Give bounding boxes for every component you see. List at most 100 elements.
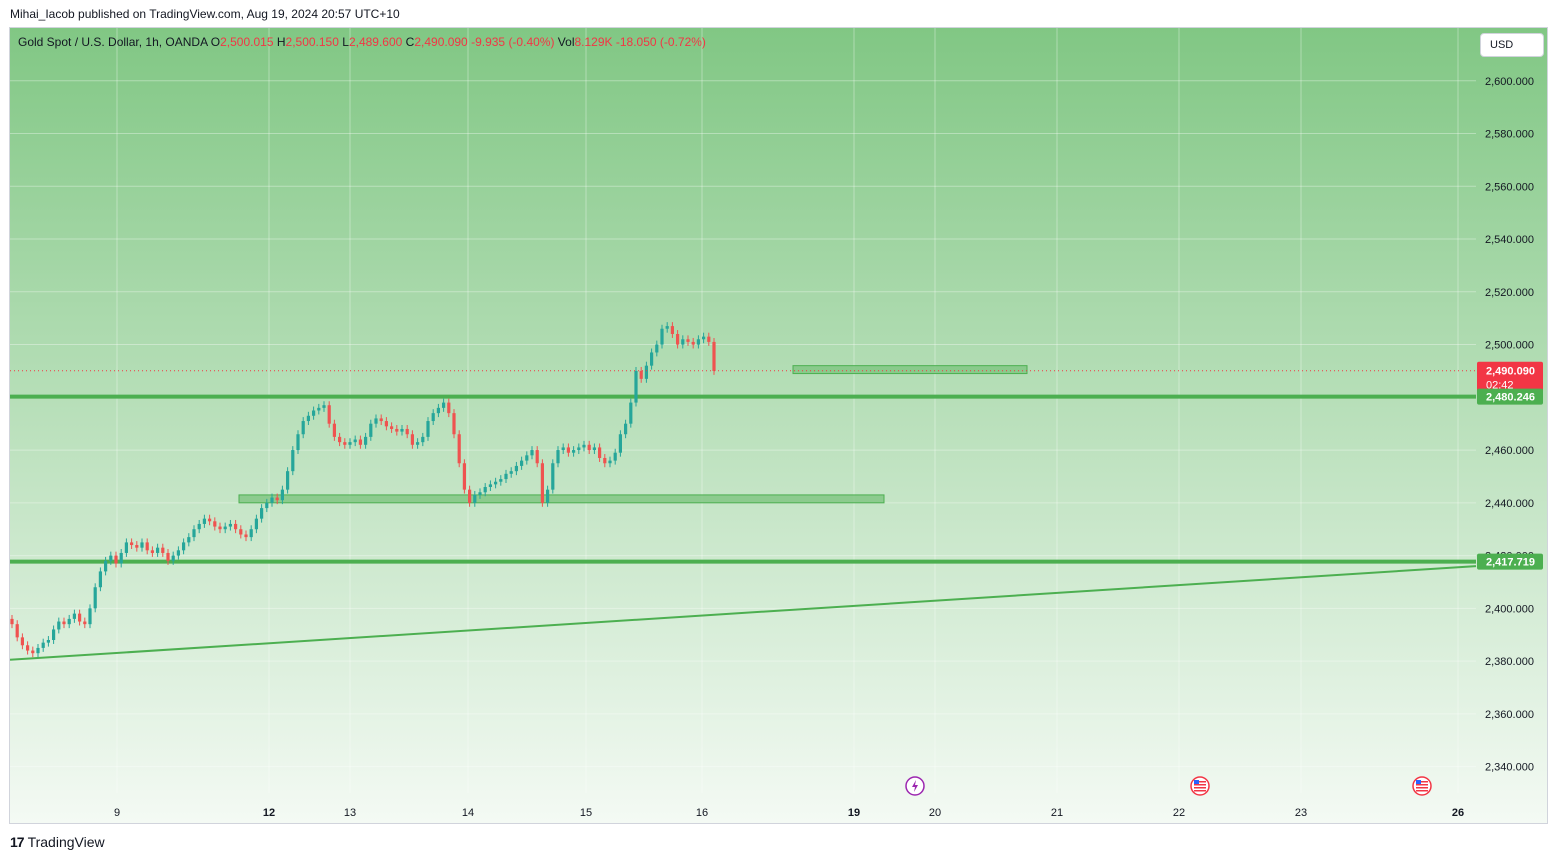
- candle-body: [130, 542, 134, 546]
- candle-body: [686, 339, 690, 342]
- vol-value: 8.129K: [574, 35, 613, 49]
- candle-body: [72, 613, 76, 619]
- candle-body: [317, 407, 321, 411]
- candle-body: [306, 415, 310, 422]
- horizontal-levels[interactable]: [10, 394, 1476, 564]
- us-flag-stripe: [1194, 787, 1206, 789]
- level-price-tag: [1477, 388, 1543, 405]
- candle-body: [712, 341, 716, 371]
- candle-body: [426, 421, 430, 437]
- candle-body: [374, 418, 378, 424]
- candle-body: [696, 339, 700, 345]
- candle-body: [296, 434, 300, 451]
- candle-body: [473, 494, 477, 503]
- candle-body: [405, 428, 409, 435]
- y-tick-label: 2,400.000: [1485, 603, 1534, 615]
- candle-body: [98, 571, 102, 588]
- candle-body: [135, 545, 139, 548]
- candle-body: [26, 645, 30, 651]
- x-tick-label: 26: [1452, 807, 1464, 819]
- candle-body: [291, 450, 295, 472]
- high-value: 2,500.150: [285, 35, 339, 49]
- y-tick-label: 2,580.000: [1485, 129, 1534, 141]
- candle-body: [124, 542, 128, 553]
- candle-body: [46, 640, 50, 643]
- candle-body: [104, 560, 108, 572]
- candle-body: [197, 523, 201, 530]
- candle-body: [171, 555, 175, 561]
- low-label: L: [342, 35, 349, 49]
- candle-body: [410, 434, 414, 445]
- y-tick-label: 2,380.000: [1485, 656, 1534, 668]
- candle-body: [119, 552, 123, 564]
- time-axis[interactable]: 9 12 13 14 15 16 19 20 21 22 23 26: [114, 807, 1464, 819]
- currency-button[interactable]: USD: [1480, 33, 1544, 57]
- us-flag-stripe: [1416, 790, 1428, 792]
- candle-body: [254, 518, 258, 530]
- candle-body: [629, 402, 633, 424]
- candle-body: [36, 647, 40, 654]
- last-price-tag: [1477, 361, 1543, 393]
- event-markers[interactable]: [905, 776, 1432, 796]
- y-tick-label: 2,440.000: [1485, 498, 1534, 510]
- y-tick-label: 2,560.000: [1485, 181, 1534, 193]
- candle-body: [488, 484, 492, 487]
- x-tick-label: 16: [696, 807, 708, 819]
- us-flag-stripe: [1194, 784, 1206, 786]
- symbol-title: Gold Spot / U.S. Dollar, 1h, OANDA: [18, 35, 208, 49]
- candle-body: [676, 334, 680, 345]
- candle-body: [514, 465, 518, 472]
- candle-body: [88, 608, 92, 625]
- open-value: 2,500.015: [220, 35, 274, 49]
- tradingview-logo[interactable]: 17 TradingView: [10, 834, 105, 850]
- candle-body: [301, 421, 305, 435]
- y-tick-label: 2,540.000: [1485, 234, 1534, 246]
- us-flag-canton: [1194, 780, 1199, 784]
- high-label: H: [276, 35, 286, 49]
- candle-body: [223, 526, 227, 530]
- candle-body: [213, 521, 217, 527]
- y-tick-label: 2,360.000: [1485, 709, 1534, 721]
- level-price-tag: [1477, 553, 1543, 570]
- trend-line-segment: [10, 565, 1477, 661]
- support-zones[interactable]: [238, 365, 1028, 504]
- candle-body: [483, 487, 487, 493]
- us-flag-stripe: [1194, 790, 1206, 792]
- candle-body: [462, 463, 466, 490]
- candle-body: [327, 405, 331, 424]
- candle-body: [566, 447, 570, 453]
- candle-body: [390, 426, 394, 429]
- candle-body: [551, 463, 555, 490]
- candle-body: [182, 542, 186, 551]
- candle-body: [644, 365, 648, 379]
- candle-body: [442, 402, 446, 408]
- candle-body: [665, 326, 669, 329]
- trend-line[interactable]: [10, 565, 1477, 661]
- candle-body: [395, 428, 399, 432]
- change-value: -9.935 (-0.40%): [471, 35, 555, 49]
- candle-body: [52, 629, 56, 640]
- candle-body: [468, 489, 472, 503]
- tradingview-logo-mark: 17: [10, 834, 25, 850]
- candle-body: [556, 450, 560, 464]
- low-value: 2,489.600: [348, 35, 403, 49]
- price-chart[interactable]: 2,340.0002,360.0002,380.0002,400.0002,42…: [10, 28, 1547, 823]
- candle-body: [639, 370, 643, 379]
- candle-body: [343, 442, 347, 445]
- support-zone-rect: [238, 494, 885, 504]
- candle-body: [176, 550, 180, 556]
- candle-body: [57, 621, 61, 630]
- tradingview-brand: TradingView: [27, 834, 105, 850]
- candle-body: [41, 642, 45, 648]
- x-tick-label: 14: [462, 807, 474, 819]
- candle-body: [447, 402, 451, 414]
- us-flag-icon: [1412, 776, 1432, 796]
- candle-body: [114, 555, 118, 564]
- candle-body: [572, 450, 576, 453]
- candle-body: [348, 442, 352, 445]
- candle-body: [166, 552, 170, 561]
- candle-body: [561, 447, 565, 451]
- chart-pane[interactable]: 2,340.0002,360.0002,380.0002,400.0002,42…: [9, 27, 1548, 824]
- candle-body: [109, 555, 113, 561]
- candle-body: [504, 473, 508, 480]
